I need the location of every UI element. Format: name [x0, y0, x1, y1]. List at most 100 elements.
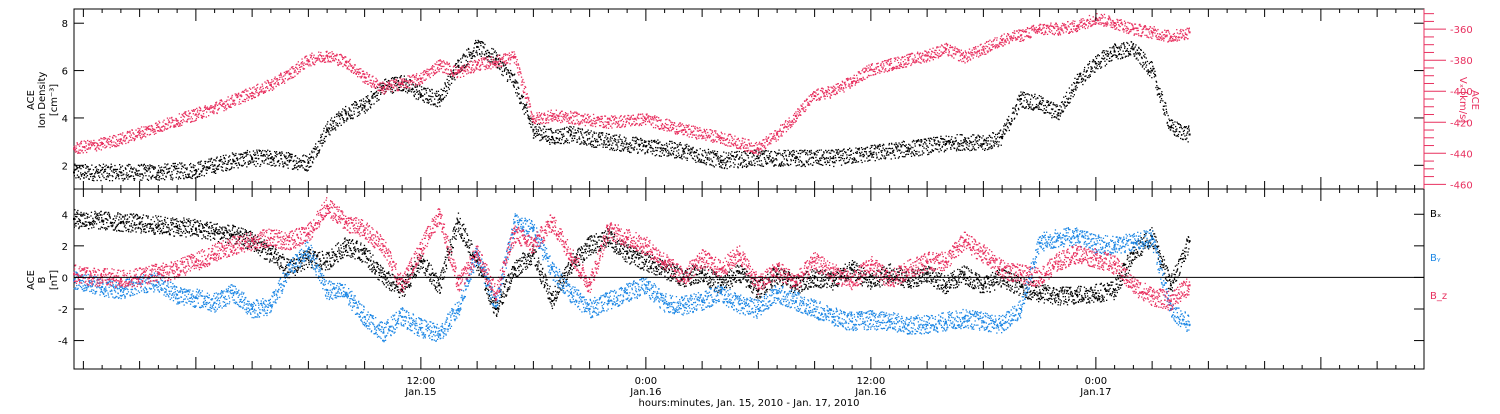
data-dot-p0-s0-69 — [95, 172, 97, 174]
data-dot-p0-s0-678 — [285, 155, 287, 157]
data-dot-p0-s0-582 — [255, 165, 257, 167]
data-dot-p0-s0-2219 — [766, 156, 769, 159]
data-dot-p0-s0-2726 — [925, 143, 927, 145]
data-dot-p0-s0-2576 — [878, 158, 880, 161]
data-dot-p0-s0-2691 — [914, 143, 916, 145]
data-dot-p0-s0-1188 — [444, 83, 446, 85]
data-dot-p0-s0-2711 — [920, 141, 922, 143]
data-dot-p0-s1-1172 — [472, 71, 475, 74]
data-dot-p0-s0-1899 — [666, 146, 669, 148]
data-dot-p0-s0-1120 — [423, 87, 425, 89]
data-dot-p0-s1-16 — [78, 145, 81, 147]
data-dot-p0-s0-3058 — [1029, 106, 1031, 109]
data-dot-p0-s0-3552 — [1183, 126, 1185, 129]
data-dot-p0-s0-636 — [272, 164, 274, 166]
data-dot-p0-s0-1245 — [462, 65, 464, 67]
data-dot-p0-s1-93 — [105, 138, 107, 140]
data-dot-p0-s1-813 — [350, 65, 352, 67]
data-dot-p0-s0-562 — [249, 151, 251, 153]
data-dot-p0-s0-704 — [293, 159, 295, 162]
data-dot-p0-s1-199 — [141, 133, 143, 135]
data-dot-p0-s0-2853 — [965, 137, 967, 139]
data-dot-p0-s0-3268 — [1094, 61, 1096, 63]
data-dot-p0-s1-759 — [332, 60, 334, 62]
data-dot-p0-s0-3042 — [1024, 107, 1026, 109]
data-dot-p0-s1-270 — [165, 123, 167, 126]
data-dot-p0-s1-4 — [74, 149, 77, 151]
data-dot-p0-s0-272 — [158, 177, 160, 179]
data-dot-p0-s1-412 — [213, 107, 216, 109]
data-dot-p0-s0-663 — [280, 154, 282, 156]
data-dot-p0-s1-210 — [145, 136, 147, 138]
data-dot-p0-s0-2716 — [922, 145, 924, 147]
data-dot-p0-s0-743 — [305, 165, 307, 168]
data-dot-p0-s0-2506 — [856, 150, 858, 153]
data-dot-p0-s0-66 — [94, 173, 96, 175]
data-dot-p0-s1-197 — [140, 138, 142, 140]
data-dot-p0-s1-517 — [249, 93, 251, 95]
data-dot-p0-s0-627 — [269, 150, 271, 152]
data-dot-p0-s0-2754 — [934, 142, 936, 144]
data-dot-p0-s0-587 — [256, 152, 259, 154]
data-dot-p0-s0-3177 — [1066, 97, 1068, 100]
data-dot-p0-s0-2049 — [713, 166, 715, 168]
data-dot-p0-s1-598 — [277, 79, 279, 81]
data-dot-p0-s0-1598 — [572, 139, 575, 142]
data-dot-p0-s0-1547 — [556, 137, 559, 139]
data-dot-p0-s0-2571 — [876, 147, 879, 149]
data-dot-p0-s1-246 — [157, 123, 159, 125]
data-dot-p0-s1-641 — [291, 76, 294, 78]
data-dot-p0-s0-2753 — [933, 140, 935, 142]
data-dot-p0-s0-2692 — [914, 145, 916, 147]
data-dot-p0-s0-1265 — [468, 53, 470, 55]
data-dot-p0-s0-829 — [332, 122, 334, 124]
data-dot-p0-s0-3404 — [1137, 52, 1139, 54]
data-dot-p0-s0-918 — [360, 103, 362, 105]
data-dot-p0-s0-2822 — [955, 140, 957, 142]
data-dot-p0-s1-445 — [225, 104, 227, 107]
data-dot-p0-s1-823 — [353, 64, 356, 66]
data-dot-p0-s1-636 — [290, 75, 292, 78]
data-dot-p0-s0-552 — [245, 154, 248, 156]
data-dot-p0-s0-1872 — [658, 147, 660, 149]
data-dot-p0-s0-2905 — [981, 137, 983, 139]
data-dot-p0-s0-1638 — [585, 131, 587, 133]
data-dot-p0-s0-798 — [322, 142, 325, 144]
data-dot-p0-s0-523 — [236, 159, 239, 161]
data-dot-p0-s1-890 — [376, 80, 379, 82]
data-dot-p0-s0-1179 — [441, 94, 444, 96]
data-dot-p0-s0-3387 — [1131, 46, 1134, 48]
data-dot-p0-s1-444 — [224, 106, 226, 108]
data-dot-p0-s0-1517 — [547, 128, 549, 130]
data-dot-p0-s0-1791 — [633, 147, 635, 149]
data-dot-p0-s0-2340 — [804, 165, 806, 168]
data-dot-p0-s0-1895 — [665, 151, 667, 153]
data-dot-p0-s0-141 — [117, 173, 119, 176]
data-dot-p0-s0-3497 — [1166, 112, 1168, 114]
data-dot-p0-s0-2161 — [748, 162, 750, 164]
data-dot-p0-s0-355 — [184, 164, 186, 166]
data-dot-p0-s0-319 — [173, 169, 175, 171]
data-dot-p0-s0-2741 — [930, 151, 932, 153]
data-dot-p0-s0-3532 — [1177, 122, 1179, 125]
data-dot-p0-s0-1173 — [440, 95, 442, 97]
data-dot-p0-s0-94 — [102, 163, 105, 165]
data-dot-p0-s0-2796 — [947, 141, 949, 143]
data-dot-p0-s0-1758 — [622, 150, 625, 152]
data-dot-p0-s0-1441 — [523, 113, 525, 115]
data-dot-p0-s0-139 — [116, 168, 119, 171]
data-dot-p0-s1-121 — [114, 145, 116, 147]
data-dot-p0-s1-625 — [286, 72, 288, 74]
data-dot-p0-s1-126 — [116, 143, 118, 145]
data-dot-p0-s0-2943 — [993, 141, 995, 143]
data-dot-p0-s0-790 — [320, 134, 322, 136]
data-dot-p0-s0-2519 — [860, 159, 862, 161]
data-dot-p0-s0-309 — [170, 175, 172, 177]
data-dot-p0-s0-3479 — [1160, 93, 1162, 95]
data-dot-p0-s1-378 — [202, 110, 204, 112]
data-dot-p0-s0-2550 — [870, 153, 872, 155]
data-dot-p0-s1-10 — [76, 143, 79, 145]
data-dot-p0-s1-335 — [187, 118, 189, 120]
data-dot-p0-s0-120 — [110, 170, 113, 172]
data-dot-p0-s0-3488 — [1163, 113, 1165, 115]
